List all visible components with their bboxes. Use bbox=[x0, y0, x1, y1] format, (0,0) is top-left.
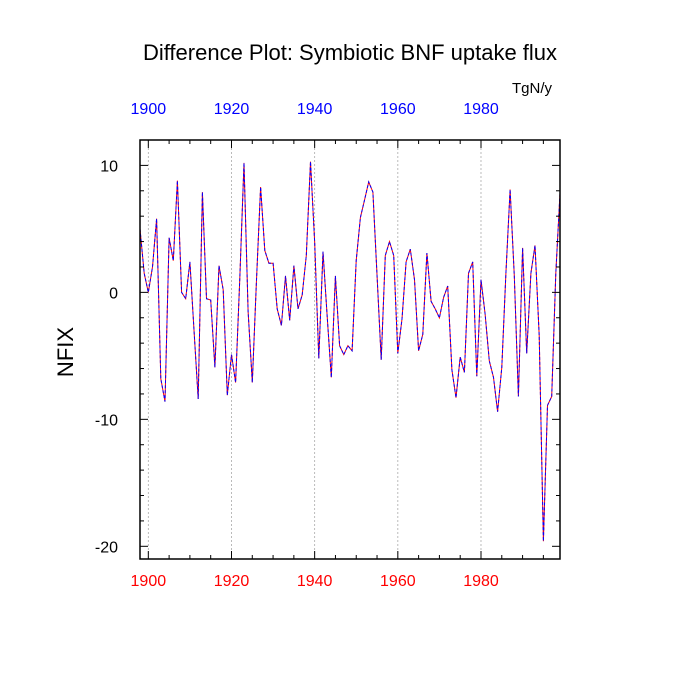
x-tick-label-bottom: 1960 bbox=[380, 573, 416, 590]
y-tick-label: 0 bbox=[109, 285, 118, 302]
series-group bbox=[140, 161, 560, 542]
x-tick-label-bottom: 1920 bbox=[214, 573, 250, 590]
series-line-blue bbox=[140, 161, 560, 542]
plot-frame bbox=[139, 139, 561, 560]
x-tick-label-top: 1920 bbox=[214, 101, 250, 118]
y-tick-label: -20 bbox=[95, 539, 118, 556]
x-tick-label-top: 1940 bbox=[297, 101, 333, 118]
x-tick-label-top: 1980 bbox=[463, 101, 499, 118]
chart-title: Difference Plot: Symbiotic BNF uptake fl… bbox=[142, 40, 558, 65]
x-tick-label-bottom: 1940 bbox=[297, 573, 333, 590]
y-tick-label: -10 bbox=[95, 412, 118, 429]
x-tick-label-top: 1900 bbox=[131, 101, 167, 118]
axis-ticks bbox=[140, 140, 560, 559]
units-label: TgN/y bbox=[512, 80, 553, 97]
x-tick-label-bottom: 1900 bbox=[131, 573, 167, 590]
tick-labels: 1900 1900 1920 1920 1940 1940 1960 1960 1980 1980… bbox=[95, 101, 499, 590]
x-tick-label-bottom: 1980 bbox=[463, 573, 499, 590]
y-tick-label: 10 bbox=[100, 158, 118, 175]
grid-lines bbox=[147, 140, 482, 559]
x-tick-label-top: 1960 bbox=[380, 101, 416, 118]
